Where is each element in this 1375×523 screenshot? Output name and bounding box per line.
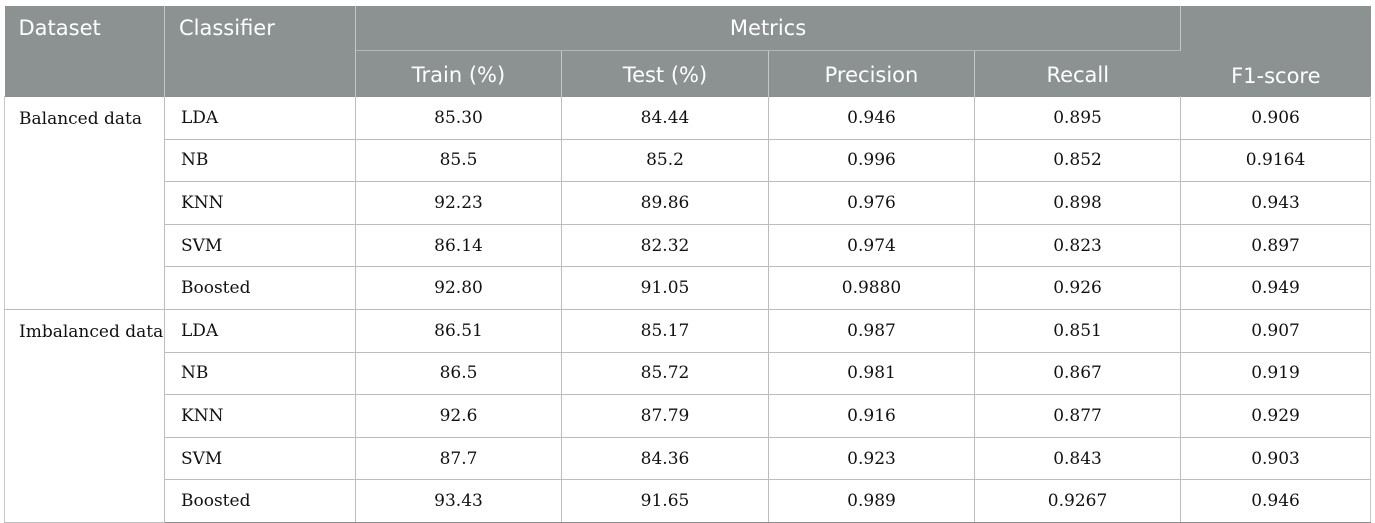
test-cell: 84.44 (561, 96, 769, 140)
classifier-cell: LDA (164, 308, 356, 353)
f1-score-cell: 0.943 (1180, 181, 1372, 225)
results-table: Dataset Classifier Metrics F1-score Trai… (4, 6, 1372, 523)
table-row: Balanced data LDA 85.30 84.44 0.946 0.895 0.90… (4, 96, 1372, 310)
train-cell: 87.7 (355, 436, 562, 481)
precision-cell: 0.996 (768, 138, 975, 183)
f1-score-cell: 0.946 (1180, 479, 1372, 523)
recall-cell: 0.898 (973, 181, 1182, 225)
test-cell: 84.36 (561, 436, 769, 481)
header-classifier: Classifier (164, 6, 356, 97)
classifier-cell: NB (164, 138, 356, 183)
classifier-cell: SVM (164, 436, 356, 481)
table-row: Imbalanced data LDA 86.51 85.17 0.987 0.851 0.… (4, 308, 1372, 523)
train-cell: 93.43 (355, 479, 562, 523)
test-cell: 91.05 (561, 266, 769, 310)
test-cell: 91.65 (561, 479, 769, 523)
recall-cell: 0.877 (973, 394, 1182, 438)
header-f1-score: F1-score (1180, 6, 1371, 97)
f1-score-cell: 0.929 (1180, 394, 1372, 438)
train-cell: 92.23 (355, 181, 562, 225)
train-cell: 85.30 (355, 96, 562, 140)
dataset-group-label: Imbalanced data (4, 308, 165, 523)
table-row: NB 85.5 85.2 0.996 0.852 0.9164 (5, 138, 1372, 183)
train-cell: 86.14 (355, 223, 562, 268)
table-body: Balanced data LDA 85.30 84.44 0.946 0.895 0.90… (4, 96, 1372, 523)
classifier-cell: Boosted (164, 479, 356, 523)
train-cell: 86.51 (355, 308, 562, 353)
f1-score-cell: 0.919 (1180, 351, 1372, 396)
f1-score-cell: 0.906 (1180, 96, 1372, 140)
train-cell: 92.80 (355, 266, 562, 310)
classifier-cell: SVM (164, 223, 356, 268)
recall-cell: 0.895 (973, 96, 1182, 140)
test-cell: 82.32 (561, 223, 769, 268)
test-cell: 85.72 (561, 351, 769, 396)
dataset-group-label: Balanced data (4, 96, 165, 310)
recall-cell: 0.823 (973, 223, 1182, 268)
header-metrics: Metrics (355, 6, 1182, 51)
recall-cell: 0.926 (973, 266, 1182, 310)
header-recall: Recall (974, 50, 1181, 97)
precision-cell: 0.976 (768, 181, 975, 225)
f1-score-cell: 0.897 (1180, 223, 1372, 268)
recall-cell: 0.9267 (973, 479, 1182, 523)
recall-cell: 0.867 (973, 351, 1182, 396)
table-row: SVM 87.7 84.36 0.923 0.843 0.903 (5, 436, 1372, 481)
precision-cell: 0.9880 (768, 266, 975, 310)
table-row: Boosted 92.80 91.05 0.9880 0.926 0.949 (5, 266, 1372, 310)
classifier-cell: KNN (164, 181, 356, 225)
test-cell: 85.2 (561, 138, 769, 183)
header-train: Train (%) (355, 50, 562, 97)
recall-cell: 0.851 (973, 308, 1182, 353)
train-cell: 86.5 (355, 351, 562, 396)
test-cell: 89.86 (561, 181, 769, 225)
classifier-cell: Boosted (164, 266, 356, 310)
header-test: Test (%) (561, 50, 769, 97)
precision-cell: 0.916 (768, 394, 975, 438)
precision-cell: 0.974 (768, 223, 975, 268)
f1-score-cell: 0.9164 (1180, 138, 1372, 183)
classifier-cell: NB (164, 351, 356, 396)
train-cell: 92.6 (355, 394, 562, 438)
table-row: NB 86.5 85.72 0.981 0.867 0.919 (5, 351, 1372, 396)
precision-cell: 0.987 (768, 308, 975, 353)
f1-score-cell: 0.903 (1180, 436, 1372, 481)
test-cell: 87.79 (561, 394, 769, 438)
f1-score-cell: 0.907 (1180, 308, 1372, 353)
recall-cell: 0.843 (973, 436, 1182, 481)
header-dataset: Dataset (4, 6, 165, 97)
test-cell: 85.17 (561, 308, 769, 353)
f1-score-cell: 0.949 (1180, 266, 1372, 310)
precision-cell: 0.923 (768, 436, 975, 481)
classifier-cell: KNN (164, 394, 356, 438)
table-row: KNN 92.6 87.79 0.916 0.877 0.929 (5, 394, 1372, 438)
precision-cell: 0.981 (768, 351, 975, 396)
precision-cell: 0.946 (768, 96, 975, 140)
recall-cell: 0.852 (973, 138, 1182, 183)
table-row: SVM 86.14 82.32 0.974 0.823 0.897 (5, 223, 1372, 268)
precision-cell: 0.989 (768, 479, 975, 523)
table-row: KNN 92.23 89.86 0.976 0.898 0.943 (5, 181, 1372, 225)
classifier-cell: LDA (164, 96, 356, 140)
header-precision: Precision (768, 50, 975, 97)
table-header: Dataset Classifier Metrics F1-score Trai… (4, 6, 1371, 97)
table-row: Boosted 93.43 91.65 0.989 0.9267 0.946 (5, 479, 1372, 523)
train-cell: 85.5 (355, 138, 562, 183)
